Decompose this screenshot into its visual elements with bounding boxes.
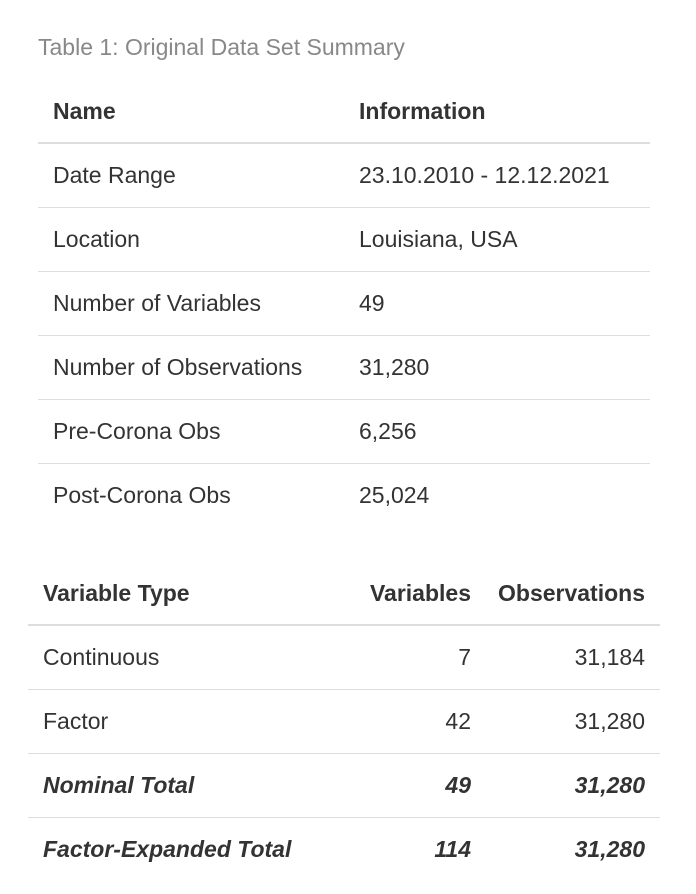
table-row: Post-Corona Obs 25,024 [38, 464, 650, 528]
table-header-row: Name Information [38, 80, 650, 144]
observations-count-cell: 31,184 [475, 625, 660, 690]
column-header-information: Information [359, 80, 650, 144]
column-header-variable-type: Variable Type [28, 562, 351, 626]
column-header-observations: Observations [475, 562, 660, 626]
observations-count-cell: 31,280 [475, 689, 660, 754]
row-name-cell: Number of Observations [38, 335, 359, 400]
variable-type-cell: Nominal Total [28, 753, 351, 818]
row-name-cell: Date Range [38, 143, 359, 208]
table-row: Pre-Corona Obs 6,256 [38, 399, 650, 464]
variable-type-cell: Factor [28, 689, 351, 754]
row-name-cell: Number of Variables [38, 271, 359, 336]
variable-type-cell: Continuous [28, 625, 351, 690]
table-caption: Table 1: Original Data Set Summary [38, 34, 405, 60]
row-name-cell: Post-Corona Obs [53, 482, 231, 508]
row-info-cell: 6,256 [359, 399, 650, 464]
variables-count-cell: 7 [351, 625, 475, 690]
variables-count-cell: 49 [351, 753, 475, 818]
table-total-row: Nominal Total 49 31,280 [28, 753, 660, 818]
variable-type-cell: Factor-Expanded Total [43, 836, 292, 862]
table-total-row: Factor-Expanded Total 114 31,280 [28, 818, 660, 882]
table-row: Date Range 23.10.2010 - 12.12.2021 [38, 143, 650, 208]
variable-type-table: Variable Type Variables Observations Con… [28, 562, 660, 881]
column-header-variables: Variables [351, 562, 475, 626]
observations-count-cell: 31,280 [475, 753, 660, 818]
variables-count-cell: 114 [434, 836, 471, 862]
variables-count-cell: 42 [351, 689, 475, 754]
table-header-row: Variable Type Variables Observations [28, 562, 660, 626]
row-info-cell: 25,024 [359, 482, 430, 508]
row-info-cell: 23.10.2010 - 12.12.2021 [359, 143, 650, 208]
summary-table: Name Information Date Range 23.10.2010 -… [38, 80, 650, 527]
table-row: Continuous 7 31,184 [28, 625, 660, 690]
row-name-cell: Location [38, 207, 359, 272]
table-row: Number of Variables 49 [38, 271, 650, 336]
table-row: Factor 42 31,280 [28, 689, 660, 754]
row-info-cell: 49 [359, 271, 650, 336]
row-info-cell: 31,280 [359, 335, 650, 400]
table-row: Number of Observations 31,280 [38, 335, 650, 400]
row-info-cell: Louisiana, USA [359, 207, 650, 272]
table-row: Location Louisiana, USA [38, 207, 650, 272]
observations-count-cell: 31,280 [574, 836, 645, 862]
row-name-cell: Pre-Corona Obs [38, 399, 359, 464]
column-header-name: Name [38, 80, 359, 144]
